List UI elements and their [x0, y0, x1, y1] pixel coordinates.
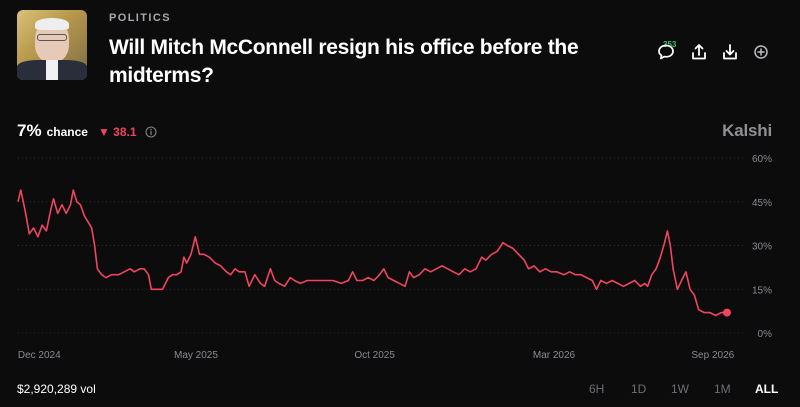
x-tick-label: Dec 2024: [18, 350, 61, 361]
x-tick-label: Mar 2026: [533, 350, 576, 361]
series-line: [17, 189, 727, 317]
market-title: Will Mitch McConnell resign his office b…: [109, 36, 579, 87]
current-point: [723, 308, 731, 317]
download-button[interactable]: [720, 42, 740, 62]
y-tick-label: 15%: [752, 285, 772, 296]
x-tick-label: May 2025: [174, 350, 218, 361]
y-tick-label: 45%: [752, 198, 772, 209]
share-button[interactable]: [689, 42, 709, 62]
chance-percent: 7%: [17, 121, 42, 140]
y-tick-label: 30%: [752, 242, 772, 253]
volume-text: $2,920,289 vol: [17, 382, 96, 396]
comment-count-badge: 353: [663, 40, 677, 49]
y-tick-label: 0%: [758, 329, 773, 340]
x-tick-label: Sep 2026: [691, 350, 734, 361]
range-1d[interactable]: 1D: [631, 382, 647, 396]
comments-icon: [658, 44, 674, 60]
x-tick-label: Oct 2025: [354, 350, 395, 361]
share-icon: [692, 44, 706, 60]
odds-summary: 7% chance ▼ 38.1: [17, 121, 157, 141]
range-1m[interactable]: 1M: [714, 382, 731, 396]
market-avatar: [17, 10, 87, 80]
range-6h[interactable]: 6H: [589, 382, 605, 396]
category-label: POLITICS: [109, 12, 171, 24]
add-button[interactable]: [751, 42, 771, 62]
chance-delta: ▼ 38.1: [97, 125, 137, 139]
add-icon: [754, 45, 768, 59]
download-icon: [723, 44, 737, 60]
range-1w[interactable]: 1W: [671, 382, 689, 396]
range-selector: 6H 1D 1W 1M ALL: [0, 382, 800, 398]
range-all[interactable]: ALL: [755, 382, 779, 396]
y-tick-label: 60%: [752, 154, 772, 165]
brand-logo: Kalshi: [722, 121, 772, 140]
chance-label: chance: [46, 125, 88, 139]
comments-button[interactable]: [656, 42, 676, 62]
info-icon[interactable]: [145, 125, 157, 143]
